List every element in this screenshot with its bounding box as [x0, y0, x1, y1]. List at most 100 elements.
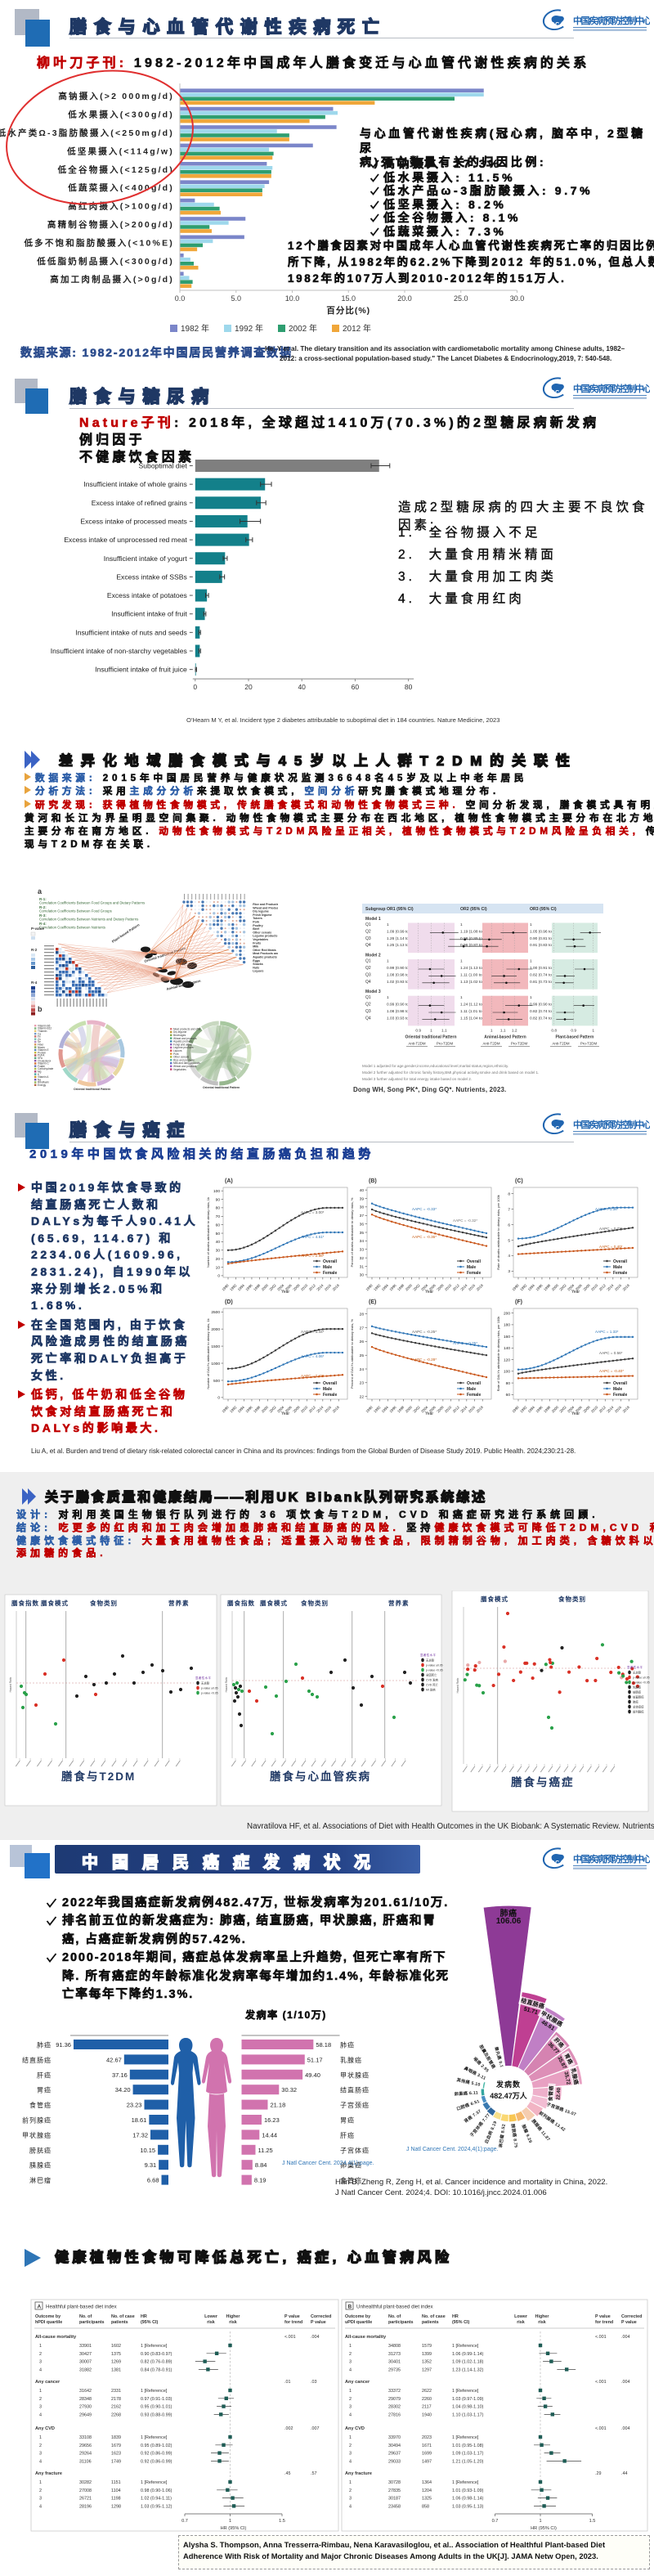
- svg-text:2014: 2014: [606, 1283, 615, 1292]
- svg-text:10.0: 10.0: [285, 294, 300, 303]
- svg-text:<.001: <.001: [595, 2335, 607, 2340]
- svg-text:1994: 1994: [527, 1405, 536, 1414]
- svg-text:Overall: Overall: [467, 1381, 482, 1386]
- svg-text:31642: 31642: [79, 2389, 92, 2394]
- svg-text:1996: 1996: [535, 1405, 544, 1414]
- svg-text:Pro-T2DM: Pro-T2DM: [580, 1041, 598, 1045]
- svg-text:食物类别: 食物类别: [301, 1599, 329, 1607]
- svg-text:0.9: 0.9: [571, 1028, 576, 1033]
- svg-text:(95% CI): (95% CI): [141, 2320, 158, 2325]
- svg-text:R-2:: R-2:: [39, 905, 47, 909]
- svg-text:2012 年: 2012 年: [343, 323, 371, 334]
- svg-text:Milk: Milk: [253, 945, 258, 949]
- svg-text:(B): (B): [369, 1178, 377, 1184]
- svg-text:高精制谷物摄入(>200g/d): 高精制谷物摄入(>200g/d): [47, 219, 174, 230]
- svg-text:1500: 1500: [211, 1344, 220, 1349]
- svg-text:Vitamin B6: Vitamin B6: [38, 1024, 51, 1027]
- svg-text:1996: 1996: [388, 1405, 397, 1414]
- svg-text:1994: 1994: [237, 1405, 246, 1414]
- svg-text:甲状腺癌: 甲状腺癌: [22, 2131, 52, 2139]
- svg-text:4: 4: [349, 2459, 352, 2464]
- svg-text:1982 年: 1982 年: [181, 323, 209, 334]
- svg-text:22.40: 22.40: [556, 2087, 562, 2100]
- svg-text:1.09 (1.03-1.17): 1.09 (1.03-1.17): [452, 2452, 484, 2457]
- svg-text:2018: 2018: [476, 1283, 485, 1292]
- svg-text:.45: .45: [284, 2471, 291, 2476]
- svg-text:858: 858: [422, 2504, 429, 2509]
- svg-text:AAPC = 4.51*: AAPC = 4.51*: [301, 1235, 325, 1239]
- svg-text:Correlation Coefficients Betwe: Correlation Coefficients Between Nutrien…: [39, 926, 105, 930]
- svg-text:2008: 2008: [582, 1283, 591, 1292]
- svg-text:Male: Male: [467, 1387, 476, 1392]
- svg-text:甲状腺癌: 甲状腺癌: [340, 2071, 370, 2079]
- svg-text:Aquatic products: Aquatic products: [173, 1040, 193, 1043]
- svg-text:1.15 (1.04 to 1.27): 1.15 (1.04 to 1.27): [460, 1016, 493, 1021]
- svg-text:中国疾病预防控制中心: 中国疾病预防控制中心: [573, 383, 650, 394]
- svg-text:Year: Year: [571, 1290, 580, 1295]
- svg-text:Higher: Higher: [226, 2314, 240, 2319]
- svg-text:1000: 1000: [211, 1362, 220, 1367]
- svg-text:OR1 (95% CI): OR1 (95% CI): [387, 907, 414, 912]
- svg-text:膳食模式: 膳食模式: [260, 1599, 288, 1607]
- svg-text:38: 38: [360, 1205, 365, 1210]
- svg-text:CDC: CDC: [546, 1126, 560, 1132]
- svg-text:1.5: 1.5: [279, 2519, 285, 2524]
- svg-text:3: 3: [349, 2405, 352, 2410]
- svg-text:(D): (D): [225, 1299, 233, 1305]
- svg-text:子宫体癌: 子宫体癌: [340, 2146, 370, 2154]
- svg-text:1 [Reference]: 1 [Reference]: [452, 2344, 479, 2349]
- svg-text:2002: 2002: [412, 1283, 421, 1292]
- svg-text:2016: 2016: [324, 1405, 333, 1414]
- svg-text:1399: 1399: [422, 2352, 432, 2357]
- svg-text:Overall: Overall: [613, 1381, 628, 1386]
- svg-text:Male: Male: [613, 1387, 622, 1392]
- svg-text:0.9: 0.9: [415, 1028, 421, 1033]
- svg-text:1: 1: [387, 922, 389, 927]
- svg-text:1996: 1996: [535, 1283, 544, 1292]
- svg-text:高加工肉制品摄入(>0g/d): 高加工肉制品摄入(>0g/d): [50, 274, 174, 285]
- svg-text:80: 80: [506, 1381, 511, 1386]
- svg-text:3: 3: [39, 2452, 42, 2457]
- svg-text:2010: 2010: [300, 1405, 309, 1414]
- svg-text:食物类别: 食物类别: [90, 1599, 118, 1607]
- svg-text:Correlation Coefficients Betwe: Correlation Coefficients Between Food Gr…: [39, 901, 145, 905]
- svg-text:35: 35: [360, 1231, 365, 1236]
- svg-text:胃癌: 胃癌: [340, 2116, 355, 2125]
- svg-text:9.31: 9.31: [145, 2161, 157, 2169]
- svg-text:Plant-based Pattern: Plant-based Pattern: [556, 1034, 594, 1039]
- svg-text:膳食与癌症: 膳食与癌症: [511, 1775, 575, 1788]
- svg-text:1.24 (1.12 to 1.36): 1.24 (1.12 to 1.36): [460, 1003, 493, 1008]
- svg-text:Q4: Q4: [365, 980, 371, 985]
- svg-text:脑瘤 9.29: 脑瘤 9.29: [521, 2123, 535, 2143]
- svg-text:Insufficient intake of non-sta: Insufficient intake of non-starchy veget…: [51, 647, 187, 655]
- svg-text:30.0: 30.0: [510, 294, 525, 303]
- svg-text:3: 3: [508, 1269, 510, 1274]
- svg-text:1.06 (0.98-1.14): 1.06 (0.98-1.14): [452, 2497, 484, 2502]
- svg-text:Any cancer: Any cancer: [35, 2380, 60, 2385]
- svg-text:0.95 (0.89-1.02): 0.95 (0.89-1.02): [141, 2444, 172, 2448]
- svg-text:26: 26: [360, 1340, 365, 1344]
- svg-text:Dry legume: Dry legume: [173, 1030, 187, 1034]
- svg-text:1: 1: [387, 995, 389, 1000]
- svg-text:20: 20: [216, 1257, 221, 1262]
- svg-text:1.5: 1.5: [589, 2519, 596, 2524]
- svg-text:1.08 (0.98 to 1.19): 1.08 (0.98 to 1.19): [387, 972, 419, 977]
- svg-text:2: 2: [39, 2397, 42, 2402]
- svg-text:0.82 (0.74 to 0.91): 0.82 (0.74 to 0.91): [530, 972, 562, 977]
- svg-text:2006: 2006: [575, 1405, 584, 1414]
- svg-text:30494: 30494: [388, 2444, 401, 2448]
- svg-text:R-4:: R-4:: [39, 922, 47, 926]
- svg-text:1 [Reference]: 1 [Reference]: [452, 2435, 479, 2440]
- svg-text:Model 1: Model 1: [365, 917, 381, 922]
- svg-text:91.36: 91.36: [56, 2041, 71, 2049]
- svg-text:.03: .03: [311, 2380, 317, 2385]
- svg-text:Oriental traditional Pattern: Oriental traditional Pattern: [74, 1088, 110, 1091]
- svg-text:无关联: 无关联: [201, 1681, 210, 1685]
- svg-text:1992: 1992: [519, 1283, 528, 1292]
- svg-text:1940: 1940: [422, 2412, 432, 2417]
- svg-text:Overall: Overall: [613, 1259, 628, 1264]
- svg-text:子宫颈癌 15.07: 子宫颈癌 15.07: [546, 2101, 578, 2118]
- svg-text:58.18: 58.18: [316, 2041, 331, 2049]
- svg-text:1: 1: [490, 1028, 493, 1033]
- svg-text:Insufficient intake of fruit: Insufficient intake of fruit: [111, 610, 187, 618]
